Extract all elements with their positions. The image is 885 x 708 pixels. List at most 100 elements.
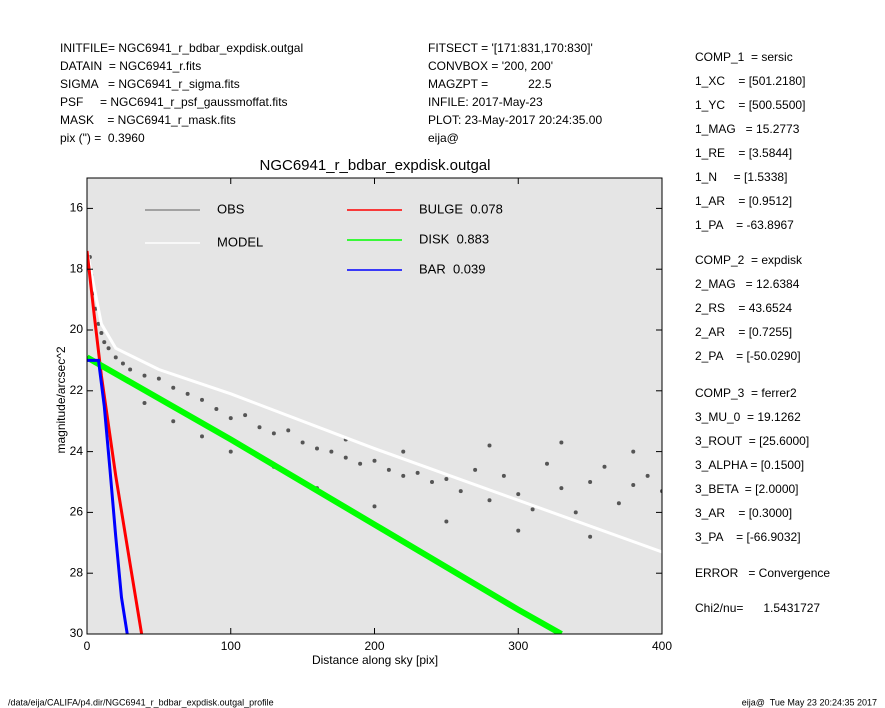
- obs-point: [96, 321, 101, 326]
- plot-marks: [87, 250, 662, 634]
- header-left-line: DATAIN = NGC6941_r.fits: [60, 59, 201, 73]
- obs-point: [372, 458, 377, 463]
- legend-label: BULGE 0.078: [419, 201, 503, 216]
- parameter-line: COMP_3 = ferrer2: [695, 386, 797, 400]
- y-tick-label: 22: [70, 383, 84, 397]
- obs-point: [120, 361, 125, 366]
- obs-point: [128, 367, 133, 372]
- obs-point: [171, 385, 176, 390]
- obs-point: [102, 340, 107, 345]
- y-tick-label: 26: [70, 505, 84, 519]
- obs-point: [573, 510, 578, 515]
- obs-point: [631, 449, 636, 454]
- parameter-line: ERROR = Convergence: [695, 566, 830, 580]
- x-tick-label: 100: [221, 639, 241, 653]
- y-tick-label: 16: [70, 201, 84, 215]
- legend-label: BAR 0.039: [419, 261, 486, 276]
- obs-point: [473, 467, 478, 472]
- parameter-line: 3_AR = [0.3000]: [695, 506, 792, 520]
- legend-label: DISK 0.883: [419, 231, 489, 246]
- parameter-line: 1_PA = -63.8967: [695, 218, 794, 232]
- y-axis-label: magnitude/arcsec^2: [54, 346, 68, 453]
- legend-label: MODEL: [217, 234, 263, 249]
- obs-point: [444, 476, 449, 481]
- parameter-line: 1_YC = [500.5500]: [695, 98, 805, 112]
- model-line: [87, 250, 144, 634]
- obs-point: [243, 413, 248, 418]
- y-tick-label: 24: [70, 444, 84, 458]
- header-middle-line: INFILE: 2017-May-23: [428, 95, 543, 109]
- obs-point: [516, 528, 521, 533]
- obs-point: [286, 428, 291, 433]
- obs-point: [645, 473, 650, 478]
- model-line: [87, 358, 129, 634]
- obs-point: [430, 480, 434, 484]
- legend-label: OBS: [217, 201, 245, 216]
- footer-path: /data/eija/CALIFA/p4.dir/NGC6941_r_bdbar…: [8, 697, 274, 707]
- obs-point: [142, 400, 147, 405]
- obs-point: [156, 376, 161, 381]
- model-line: [87, 354, 563, 634]
- obs-point: [602, 464, 607, 469]
- chart-title: NGC6941_r_bdbar_expdisk.outgal: [260, 157, 491, 174]
- obs-point: [386, 467, 391, 472]
- parameter-line: 1_N = [1.5338]: [695, 170, 787, 184]
- obs-point: [228, 416, 233, 421]
- obs-point: [487, 498, 492, 503]
- obs-point: [271, 431, 276, 436]
- y-tick-label: 20: [70, 322, 84, 336]
- obs-point: [228, 449, 233, 454]
- parameter-line: 1_RE = [3.5844]: [695, 146, 792, 160]
- header-middle-line: eija@: [428, 131, 459, 145]
- parameter-line: 3_MU_0 = 19.1262: [695, 410, 801, 424]
- obs-point: [588, 534, 593, 539]
- header-left-line: INITFILE= NGC6941_r_bdbar_expdisk.outgal: [60, 41, 303, 55]
- header-middle-line: CONVBOX = '200, 200': [428, 59, 553, 73]
- parameter-line: Chi2/nu= 1.5431727: [695, 601, 820, 615]
- obs-point: [315, 446, 319, 451]
- parameter-line: 1_XC = [501.2180]: [695, 74, 805, 88]
- obs-point: [444, 519, 449, 524]
- obs-point: [501, 473, 506, 478]
- header-middle-line: PLOT: 23-May-2017 20:24:35.00: [428, 113, 602, 127]
- obs-point: [214, 407, 219, 412]
- parameter-line: COMP_1 = sersic: [695, 50, 793, 64]
- obs-point: [545, 461, 549, 466]
- x-axis-label: Distance along sky [pix]: [312, 653, 438, 667]
- obs-point: [358, 461, 363, 466]
- obs-point: [106, 346, 111, 351]
- header-left-line: PSF = NGC6941_r_psf_gaussmoffat.fits: [60, 95, 288, 109]
- obs-point: [401, 449, 406, 454]
- x-tick-label: 0: [84, 639, 91, 653]
- y-tick-label: 28: [70, 565, 84, 579]
- x-tick-label: 400: [652, 639, 672, 653]
- footer-stamp: eija@ Tue May 23 20:24:35 2017: [742, 697, 877, 707]
- obs-point: [559, 440, 564, 445]
- parameter-line: 3_PA = [-66.9032]: [695, 530, 801, 544]
- obs-point: [559, 486, 564, 491]
- obs-point: [631, 483, 636, 488]
- x-tick-label: 200: [364, 639, 384, 653]
- obs-point: [487, 443, 492, 448]
- obs-point: [99, 331, 104, 336]
- obs-point: [300, 440, 305, 445]
- obs-point: [516, 492, 521, 497]
- y-tick-label: 18: [70, 261, 84, 275]
- obs-point: [415, 470, 420, 475]
- parameter-line: 1_MAG = 15.2773: [695, 122, 800, 136]
- obs-point: [372, 504, 377, 509]
- obs-point: [530, 507, 535, 512]
- obs-point: [200, 434, 204, 439]
- parameter-line: 3_ALPHA = [0.1500]: [695, 458, 804, 472]
- obs-point: [113, 355, 118, 360]
- parameter-line: 2_PA = [-50.0290]: [695, 349, 801, 363]
- obs-point: [343, 455, 348, 460]
- parameter-line: 2_RS = 43.6524: [695, 301, 792, 315]
- obs-point: [257, 425, 262, 430]
- parameter-line: 2_MAG = 12.6384: [695, 277, 800, 291]
- obs-point: [142, 373, 147, 378]
- header-left-line: pix (") = 0.3960: [60, 131, 145, 145]
- obs-point: [588, 480, 593, 484]
- y-tick-label: 30: [70, 626, 84, 640]
